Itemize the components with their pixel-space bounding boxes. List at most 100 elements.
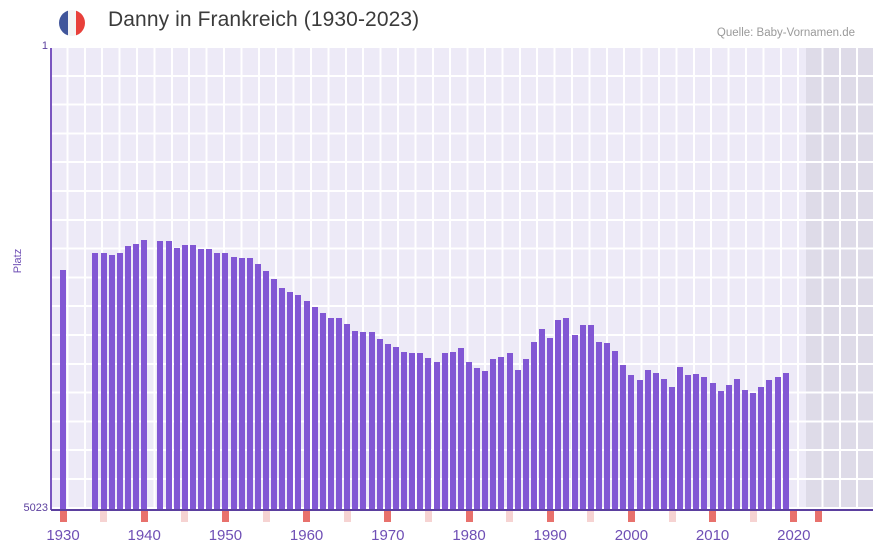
bar[interactable]	[660, 379, 667, 510]
bar[interactable]	[498, 357, 505, 510]
bar[interactable]	[449, 352, 456, 510]
bar[interactable]	[636, 380, 643, 510]
bar[interactable]	[279, 288, 286, 510]
bar[interactable]	[490, 359, 497, 510]
x-tick-minor	[668, 511, 676, 522]
bar[interactable]	[303, 301, 310, 510]
bar[interactable]	[141, 240, 148, 510]
bar[interactable]	[677, 367, 684, 510]
bar[interactable]	[238, 258, 245, 510]
bar[interactable]	[628, 375, 635, 510]
chart-source-label: Quelle: Baby-Vornamen.de	[716, 27, 855, 39]
y-axis-top-label: 1	[41, 40, 48, 52]
bar[interactable]	[547, 338, 554, 510]
bar[interactable]	[271, 279, 278, 510]
bar[interactable]	[336, 318, 343, 510]
bar[interactable]	[311, 307, 318, 510]
bar[interactable]	[100, 253, 107, 510]
x-tick-label: 1940	[127, 527, 161, 544]
bar[interactable]	[189, 245, 196, 510]
bar[interactable]	[344, 324, 351, 510]
bar[interactable]	[669, 387, 675, 510]
bar[interactable]	[539, 329, 546, 510]
bar[interactable]	[230, 257, 237, 510]
bar[interactable]	[384, 344, 391, 510]
bar[interactable]	[433, 362, 440, 510]
bar[interactable]	[116, 253, 123, 510]
bar[interactable]	[474, 368, 481, 510]
bar[interactable]	[457, 348, 464, 510]
bar[interactable]	[441, 353, 448, 510]
bar[interactable]	[750, 393, 757, 510]
x-tick-label: 1970	[371, 527, 405, 544]
bar[interactable]	[254, 264, 261, 510]
bar[interactable]	[368, 332, 375, 510]
bar[interactable]	[693, 374, 700, 510]
bar[interactable]	[506, 353, 513, 510]
bar[interactable]	[701, 377, 708, 510]
bar[interactable]	[571, 335, 578, 510]
y-axis-title: Platz	[12, 248, 24, 274]
bar[interactable]	[766, 380, 773, 510]
bar[interactable]	[157, 241, 164, 510]
bar[interactable]	[652, 373, 659, 510]
bar[interactable]	[263, 271, 269, 510]
bar[interactable]	[466, 362, 472, 510]
bar[interactable]	[60, 270, 66, 510]
bar[interactable]	[401, 352, 408, 510]
bar[interactable]	[733, 379, 740, 510]
bar[interactable]	[352, 331, 359, 510]
bar[interactable]	[173, 248, 180, 510]
bar[interactable]	[595, 342, 602, 510]
x-tick-major	[546, 511, 554, 522]
bar[interactable]	[530, 342, 537, 510]
bar[interactable]	[782, 373, 789, 510]
bar[interactable]	[685, 375, 692, 510]
chart-header: Danny in Frankreich (1930-2023) Quelle: …	[0, 0, 873, 44]
bar[interactable]	[92, 253, 99, 510]
bar[interactable]	[124, 246, 131, 510]
bar[interactable]	[319, 313, 326, 510]
x-tick-major	[59, 511, 67, 522]
bar[interactable]	[612, 351, 619, 510]
x-tick-major	[709, 511, 717, 522]
bar[interactable]	[758, 387, 765, 510]
future-shaded-region	[805, 48, 873, 510]
bar[interactable]	[198, 249, 205, 510]
bar[interactable]	[514, 370, 521, 510]
bar[interactable]	[287, 292, 294, 510]
bar[interactable]	[620, 365, 627, 510]
bar[interactable]	[587, 325, 594, 510]
bar[interactable]	[222, 253, 229, 510]
bar[interactable]	[725, 385, 732, 510]
france-flag-icon	[59, 10, 85, 36]
bar[interactable]	[206, 249, 213, 510]
bar[interactable]	[579, 325, 586, 510]
x-tick-minor	[181, 511, 189, 522]
bar[interactable]	[425, 358, 432, 510]
bar[interactable]	[522, 359, 529, 510]
bar[interactable]	[482, 371, 489, 510]
y-axis-line	[50, 48, 52, 510]
bar[interactable]	[774, 377, 781, 510]
bar[interactable]	[742, 390, 749, 510]
bar[interactable]	[409, 353, 416, 510]
bar[interactable]	[246, 258, 253, 510]
bar[interactable]	[360, 332, 367, 510]
bar[interactable]	[604, 343, 611, 510]
bar[interactable]	[644, 370, 651, 510]
bar[interactable]	[108, 255, 115, 510]
bar[interactable]	[717, 391, 724, 510]
bar[interactable]	[181, 245, 188, 510]
bar[interactable]	[392, 347, 399, 510]
bar[interactable]	[327, 318, 334, 510]
bar[interactable]	[295, 295, 302, 510]
bar[interactable]	[563, 318, 570, 510]
bar[interactable]	[555, 320, 562, 510]
bar[interactable]	[417, 353, 424, 510]
bar[interactable]	[376, 339, 383, 510]
bar[interactable]	[709, 383, 716, 510]
bar[interactable]	[214, 253, 221, 510]
bar[interactable]	[133, 244, 140, 510]
bar[interactable]	[165, 241, 172, 510]
